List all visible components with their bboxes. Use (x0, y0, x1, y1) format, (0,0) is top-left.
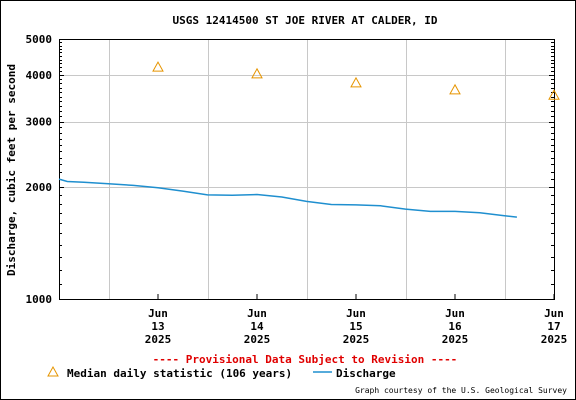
x-tick-day: 13 (151, 320, 164, 333)
x-tick-year: 2025 (244, 333, 271, 346)
y-axis-ticks: 1000 2000 3000 4000 5000 (26, 33, 554, 306)
x-tick-month: Jun (346, 307, 366, 320)
x-tick-year: 2025 (145, 333, 172, 346)
provisional-note: ---- Provisional Data Subject to Revisio… (153, 353, 458, 366)
legend-triangle-icon (47, 365, 59, 377)
x-tick-year: 2025 (541, 333, 568, 346)
median-triangle-point (152, 61, 164, 72)
x-tick-year: 2025 (343, 333, 370, 346)
x-tick-day: 16 (448, 320, 462, 333)
y-tick-label: 3000 (26, 116, 53, 129)
y-tick-label: 5000 (26, 33, 53, 46)
x-tick-month: Jun (544, 307, 564, 320)
chart-title: USGS 12414500 ST JOE RIVER AT CALDER, ID (173, 14, 438, 27)
x-tick-month: Jun (148, 307, 168, 320)
x-axis-ticks: Jun132025Jun142025Jun152025Jun162025Jun1… (145, 294, 568, 346)
x-tick-day: 17 (547, 320, 560, 333)
x-tick-day: 15 (349, 320, 362, 333)
legend: Median daily statistic (106 years) Disch… (47, 365, 396, 380)
legend-label-discharge: Discharge (336, 367, 396, 380)
legend-label-median: Median daily statistic (106 years) (67, 367, 292, 380)
series (58, 61, 560, 218)
y-tick-label: 1000 (26, 293, 53, 306)
y-tick-label: 2000 (26, 181, 53, 194)
x-tick-month: Jun (247, 307, 267, 320)
median-triangle-point (350, 76, 362, 88)
y-axis-label: Discharge, cubic feet per second (5, 64, 18, 276)
median-triangle-point (548, 89, 560, 100)
median-triangle-point (449, 83, 461, 95)
x-tick-day: 14 (250, 320, 264, 333)
x-tick-month: Jun (445, 307, 465, 320)
x-tick-year: 2025 (442, 333, 469, 346)
grid (59, 39, 554, 299)
median-triangle-point (251, 67, 263, 79)
discharge-line (58, 178, 517, 218)
credit-text: Graph courtesy of the U.S. Geological Su… (355, 386, 567, 395)
y-tick-label: 4000 (26, 69, 53, 82)
plot-area-frame (59, 39, 555, 300)
